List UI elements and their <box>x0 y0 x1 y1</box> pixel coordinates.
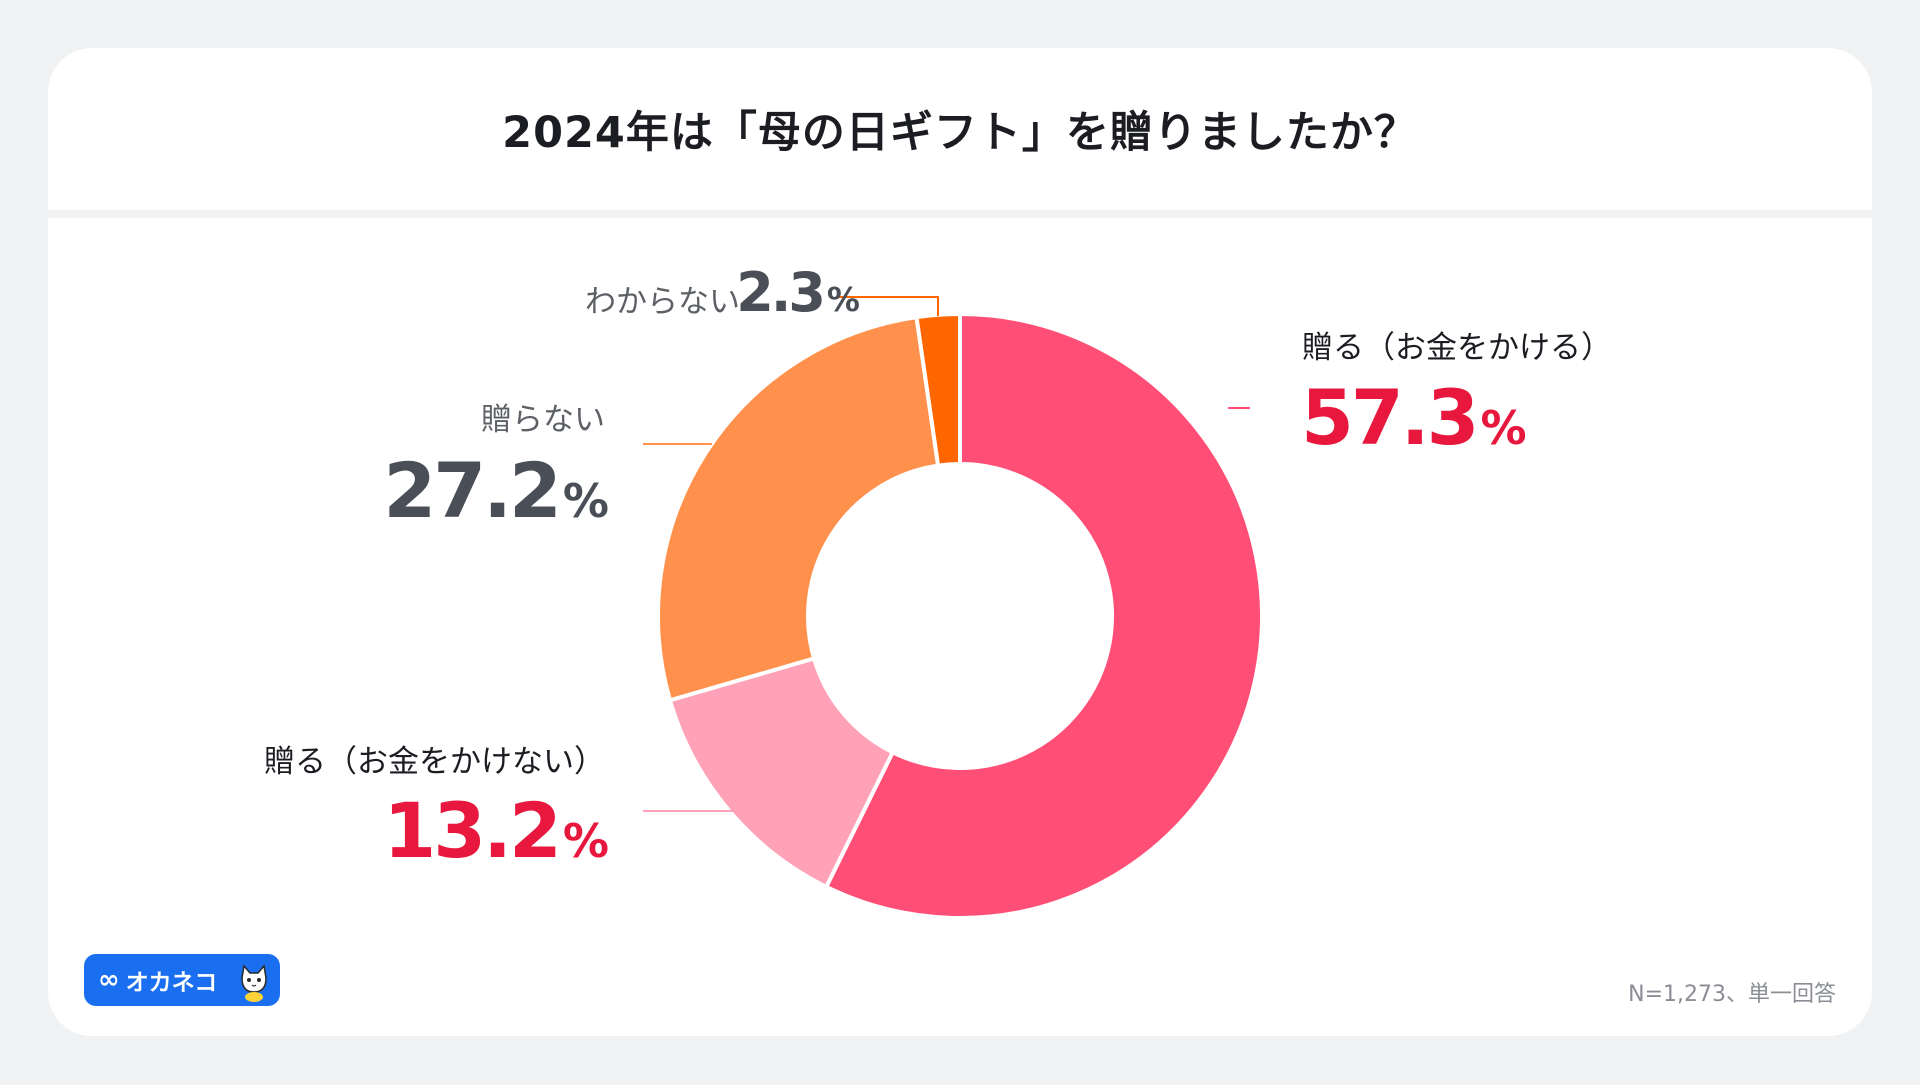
chart-card: 2024年は「母の日ギフト」を贈りましたか？ 贈る（お金をかける） 57.3% … <box>48 48 1872 1036</box>
donut-slice-2 <box>656 314 941 703</box>
sample-note: N=1,273、単一回答 <box>1628 982 1836 1007</box>
label-not-give: 贈らない <box>481 402 605 438</box>
label-give-free: 贈る（お金をかけない） <box>264 744 605 780</box>
value-unknown-unit: % <box>826 280 860 319</box>
donut-slice-1 <box>667 655 896 890</box>
value-unknown: 2.3% <box>736 261 860 324</box>
value-not-give: 27.2% <box>383 446 609 535</box>
donut-chart <box>643 296 1264 920</box>
value-give-paid-unit: % <box>1480 401 1527 455</box>
value-give-paid-number: 57.3 <box>1301 373 1480 462</box>
value-not-give-number: 27.2 <box>383 446 562 535</box>
title-divider <box>48 210 1872 218</box>
chart-title: 2024年は「母の日ギフト」を贈りましたか？ <box>502 108 1418 158</box>
value-give-free-number: 13.2 <box>383 786 562 875</box>
value-unknown-number: 2.3 <box>736 261 826 324</box>
label-unknown: わからない <box>585 284 740 320</box>
leader-line-3 <box>837 296 939 316</box>
value-give-free: 13.2% <box>383 786 609 875</box>
title-area: 2024年は「母の日ギフト」を贈りましたか？ <box>48 48 1872 210</box>
value-give-paid: 57.3% <box>1301 373 1527 462</box>
okaneko-logo: ∞ オカネコ <box>84 954 280 1006</box>
logo-text: オカネコ <box>125 970 218 996</box>
donut-slice-0 <box>823 311 1264 920</box>
donut-slice-3 <box>914 311 962 468</box>
infinity-icon: ∞ <box>98 965 120 995</box>
value-give-free-unit: % <box>562 814 609 868</box>
cat-mascot-icon <box>241 964 267 1002</box>
value-not-give-unit: % <box>562 474 609 528</box>
label-give-paid: 贈る（お金をかける） <box>1302 330 1612 366</box>
